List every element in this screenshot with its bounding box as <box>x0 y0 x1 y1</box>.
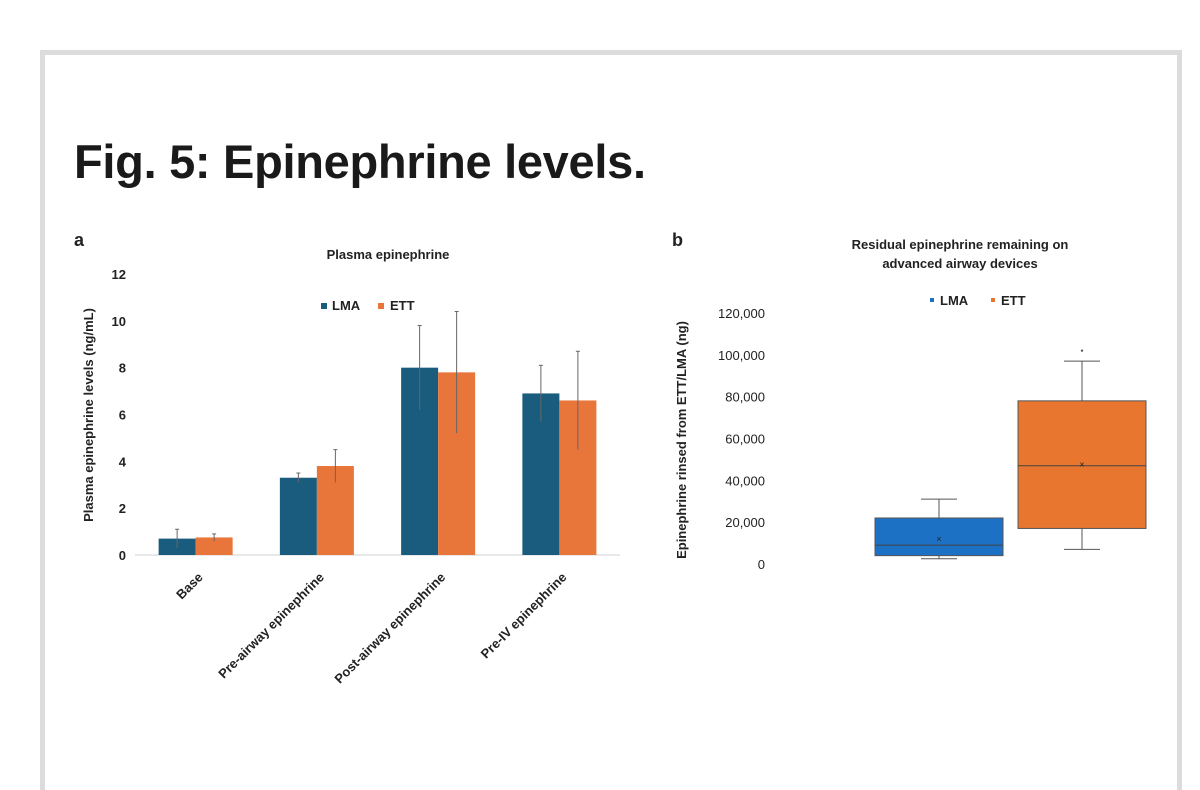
chart-a-ytick-0: 0 <box>119 548 126 563</box>
chart-b-title-line2: advanced airway devices <box>882 256 1037 271</box>
panel-b-label: b <box>672 230 683 250</box>
legend-a-ett-label: ETT <box>390 298 415 313</box>
chart-a-xtick-3: Pre-IV epinephrine <box>478 570 570 662</box>
chart-a-ylabel: Plasma epinephrine levels (ng/mL) <box>81 308 96 522</box>
legend-a-ett-swatch <box>378 303 384 309</box>
figure-frame <box>40 50 1182 790</box>
legend-b-ett-label: ETT <box>1001 293 1026 308</box>
chart-a: Plasma epinephrine Plasma epinephrine le… <box>81 247 620 686</box>
chart-b-ytick-1: 20,000 <box>725 515 765 530</box>
box-ett-outlier-0 <box>1080 349 1084 352</box>
chart-b-ylabel: Epinephrine rinsed from ETT/LMA (ng) <box>674 321 689 559</box>
legend-a-lma-label: LMA <box>332 298 361 313</box>
chart-b: Residual epinephrine remaining on advanc… <box>674 237 1147 572</box>
box-lma-mean-marker: × <box>936 534 941 544</box>
chart-b-ytick-4: 80,000 <box>725 390 765 405</box>
bar-a-lma-1 <box>279 477 317 555</box>
chart-a-title: Plasma epinephrine <box>327 247 450 262</box>
chart-b-title-line1: Residual epinephrine remaining on <box>852 237 1069 252</box>
figure-title: Fig. 5: Epinephrine levels. <box>74 135 646 188</box>
panel-a-label: a <box>74 230 85 250</box>
legend-a-lma-swatch <box>321 303 327 309</box>
chart-a-xtick-1: Pre-airway epinephrine <box>215 570 327 682</box>
chart-b-legend: LMA ETT <box>930 293 1026 308</box>
box-ett-mean-marker: × <box>1079 460 1084 470</box>
chart-a-ytick-5: 10 <box>112 314 126 329</box>
legend-b-ett-swatch <box>991 298 995 302</box>
chart-b-ytick-5: 100,000 <box>718 348 765 363</box>
chart-a-ytick-3: 6 <box>119 408 126 423</box>
chart-a-legend: LMA ETT <box>321 298 415 313</box>
chart-a-ytick-6: 12 <box>112 267 126 282</box>
chart-a-ytick-2: 4 <box>119 454 127 469</box>
chart-a-ytick-1: 2 <box>119 501 126 516</box>
chart-b-ytick-6: 120,000 <box>718 306 765 321</box>
chart-a-xtick-2: Post-airway epinephrine <box>331 570 448 687</box>
legend-b-lma-label: LMA <box>940 293 969 308</box>
chart-b-ytick-2: 40,000 <box>725 473 765 488</box>
chart-a-xtick-0: Base <box>173 570 206 603</box>
chart-b-ytick-0: 0 <box>758 557 765 572</box>
legend-b-lma-swatch <box>930 298 934 302</box>
box-ett <box>1017 400 1147 529</box>
box-lma <box>874 517 1004 557</box>
bar-a-ett-0 <box>195 537 233 555</box>
chart-b-ytick-3: 60,000 <box>725 432 765 447</box>
chart-a-ytick-4: 8 <box>119 361 126 376</box>
